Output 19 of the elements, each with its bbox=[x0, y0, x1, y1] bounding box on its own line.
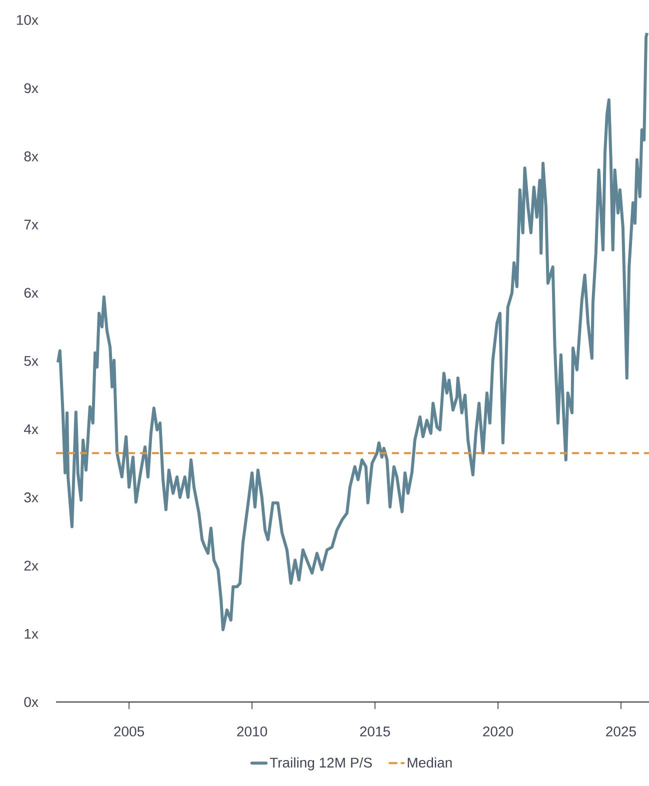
x-tick-label: 2015 bbox=[360, 726, 390, 736]
x-tick-label: 2005 bbox=[114, 726, 144, 736]
y-tick-label: 6x bbox=[24, 288, 38, 298]
y-tick-label: 4x bbox=[24, 424, 38, 434]
y-tick-label: 9x bbox=[24, 83, 38, 94]
y-tick-label: 8x bbox=[24, 151, 38, 162]
y-tick-label: 2x bbox=[24, 560, 38, 570]
y-tick-label: 7x bbox=[24, 220, 38, 230]
y-tick-label: 3x bbox=[24, 492, 38, 502]
y-tick-label: 0x bbox=[24, 697, 38, 707]
x-tick-label: 2020 bbox=[483, 726, 514, 736]
x-tick-label: 2010 bbox=[237, 726, 268, 736]
legend-label: Trailing 12M P/S bbox=[270, 757, 372, 770]
x-tick-label: 2025 bbox=[606, 726, 636, 736]
y-tick-label: 10x bbox=[16, 15, 38, 25]
line-series bbox=[56, 31, 649, 632]
y-tick-label: 5x bbox=[24, 356, 38, 366]
y-tick-label: 1x bbox=[24, 628, 38, 639]
legend-label: Median bbox=[408, 757, 452, 768]
